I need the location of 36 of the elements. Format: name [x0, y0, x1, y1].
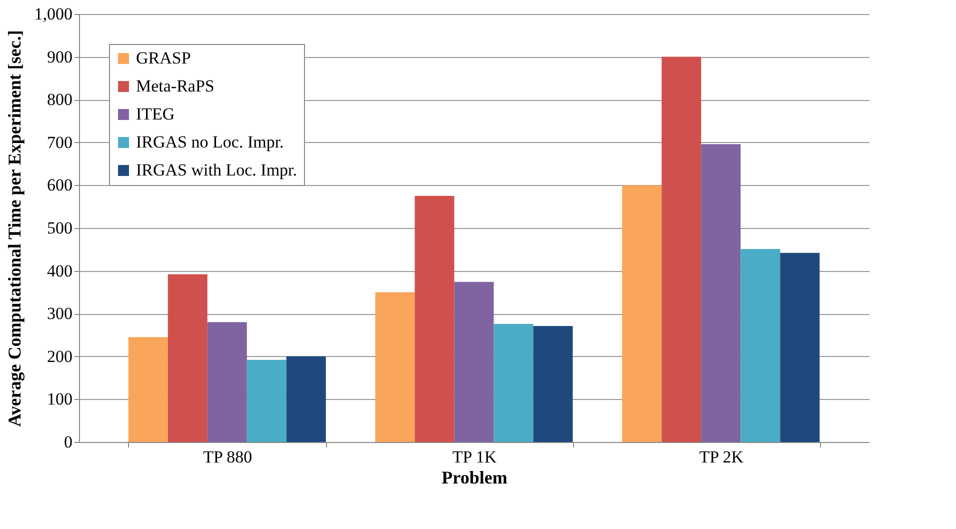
bar — [454, 282, 494, 442]
y-tick-label: 500 — [47, 218, 72, 238]
y-tick-label: 900 — [47, 47, 72, 66]
y-tick-label: 300 — [47, 304, 72, 324]
bar — [286, 356, 326, 442]
bar — [494, 324, 534, 442]
bar — [246, 360, 286, 442]
legend-label: ITEG — [136, 104, 175, 124]
bar — [740, 248, 780, 442]
bar — [168, 274, 208, 442]
y-tick-label: 1,000 — [34, 4, 72, 24]
x-tick-label: TP 880 — [203, 448, 252, 466]
y-tick-label: 700 — [47, 132, 72, 152]
bar — [701, 144, 741, 442]
y-axis-title: Average Computational Time per Experiment [sec.] — [4, 30, 24, 427]
x-axis-title: Problem — [442, 468, 508, 488]
legend-label: Meta-RaPS — [136, 76, 214, 96]
y-tick-label: 0 — [64, 432, 72, 452]
bar — [533, 326, 573, 442]
bar — [414, 196, 454, 442]
legend-label: IRGAS with Loc. Impr. — [136, 160, 298, 180]
y-tick-label: 100 — [47, 390, 72, 409]
bar — [622, 185, 662, 442]
legend-label: GRASP — [136, 48, 191, 68]
bar — [780, 252, 820, 442]
bar — [662, 56, 702, 442]
y-tick-label: 800 — [47, 90, 72, 110]
x-tick-label: TP 2K — [699, 448, 744, 466]
x-tick-label: TP 1K — [452, 448, 498, 466]
y-tick-label: 600 — [47, 176, 72, 195]
y-tick-label: 200 — [47, 346, 72, 366]
y-tick-label: 400 — [47, 261, 72, 280]
bar — [128, 337, 168, 442]
legend-label: IRGAS no Loc. Impr. — [136, 132, 284, 152]
bar — [375, 292, 415, 442]
bar — [207, 322, 247, 442]
